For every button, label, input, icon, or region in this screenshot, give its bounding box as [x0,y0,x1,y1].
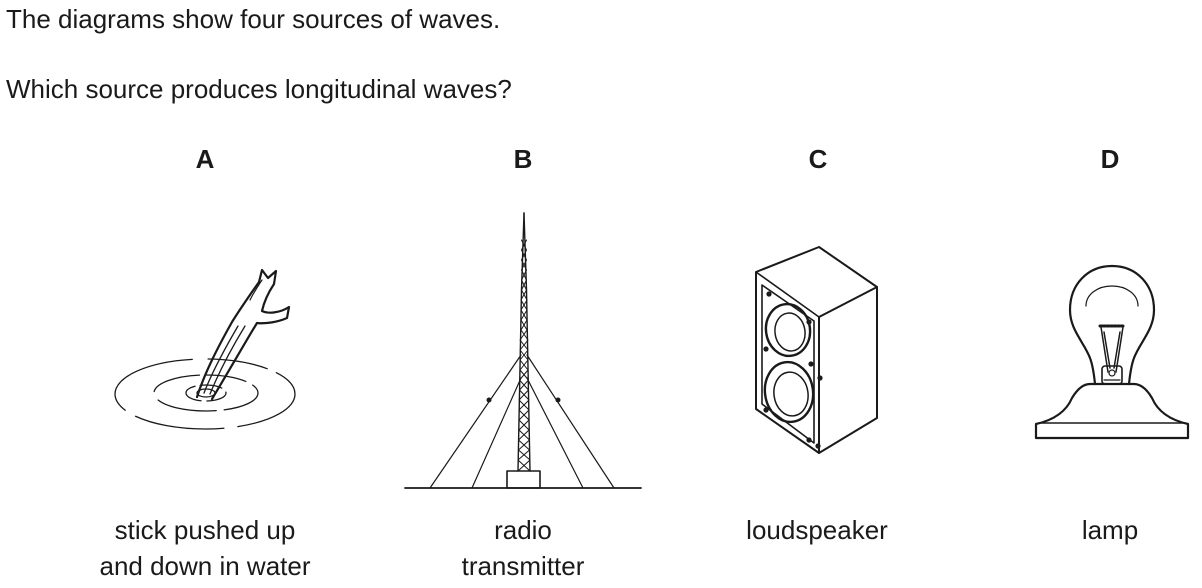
lamp-base [1034,382,1190,440]
bulb-glass [1068,264,1156,386]
stick-in-water-icon[interactable] [114,268,296,430]
mast-base [506,470,541,489]
option-b-letter[interactable]: B [513,144,533,174]
question-prompt: Which source produces longitudinal waves… [6,74,512,104]
option-a-caption-line2: and down in water [99,551,311,581]
water-ripples [114,358,296,430]
loudspeaker-icon[interactable] [755,246,878,454]
option-a-letter[interactable]: A [195,144,215,174]
option-d-caption: lamp [960,512,1202,548]
question-intro: The diagrams show four sources of waves. [6,4,501,34]
bulb-cap [1101,365,1123,385]
filament [1098,324,1126,373]
option-b-caption: radio transmitter [373,512,673,584]
option-b-caption-line1: radio [494,515,552,545]
option-d-caption-line1: lamp [1081,515,1139,545]
tweeter [764,302,812,358]
radio-transmitter-icon[interactable] [404,212,642,489]
guy-wires [429,354,615,489]
woofer [763,360,815,424]
option-a-caption: stick pushed up and down in water [55,512,355,584]
lamp-icon[interactable] [1034,264,1190,440]
option-d-letter[interactable]: D [1100,144,1120,174]
option-a-caption-line1: stick pushed up [114,515,296,545]
mast-lattice [517,212,531,472]
stick [195,268,291,401]
option-c-caption-line1: loudspeaker [746,515,888,545]
panel-screws [763,291,823,449]
option-b-caption-line2: transmitter [461,551,585,581]
speaker-front-panel [761,284,815,444]
option-c-caption: loudspeaker [667,512,967,548]
option-c-letter[interactable]: C [808,144,828,174]
speaker-cabinet [755,246,878,454]
